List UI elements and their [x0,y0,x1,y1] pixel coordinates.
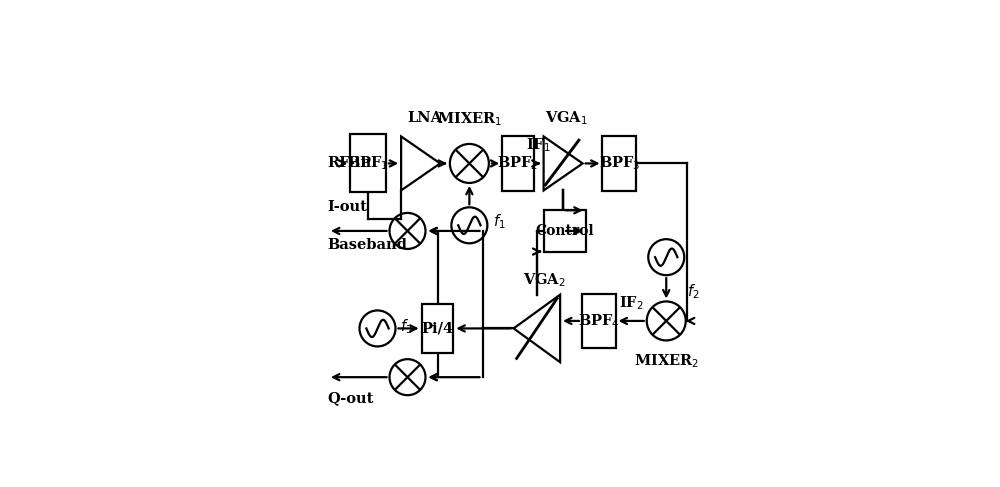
Text: Pi/4: Pi/4 [421,321,454,336]
Text: MIXER$_1$: MIXER$_1$ [437,111,502,129]
Text: BPF$_1$: BPF$_1$ [347,154,389,172]
FancyBboxPatch shape [350,134,386,192]
Text: IF$_1$: IF$_1$ [526,136,551,154]
Text: I-out: I-out [327,200,367,214]
FancyBboxPatch shape [582,294,616,348]
Text: BPF$_4$: BPF$_4$ [578,312,620,330]
Text: LNA: LNA [407,111,442,125]
Text: Baseband: Baseband [327,239,407,252]
Text: $f_3$: $f_3$ [400,317,413,336]
Text: $f_1$: $f_1$ [493,212,506,231]
Text: Control: Control [536,224,594,238]
Text: VGA$_1$: VGA$_1$ [545,109,588,127]
Text: IF$_2$: IF$_2$ [619,294,644,312]
FancyBboxPatch shape [544,210,586,252]
FancyBboxPatch shape [602,136,636,190]
Text: Q-out: Q-out [327,391,373,405]
Text: MIXER$_2$: MIXER$_2$ [634,352,699,370]
Text: VGA$_2$: VGA$_2$ [523,271,566,288]
Text: BPF$_3$: BPF$_3$ [599,154,640,172]
Text: RF-in: RF-in [327,156,371,170]
Text: BPF$_2$: BPF$_2$ [497,154,539,172]
Text: $f_2$: $f_2$ [687,282,700,301]
FancyBboxPatch shape [502,136,534,190]
FancyBboxPatch shape [422,304,453,353]
